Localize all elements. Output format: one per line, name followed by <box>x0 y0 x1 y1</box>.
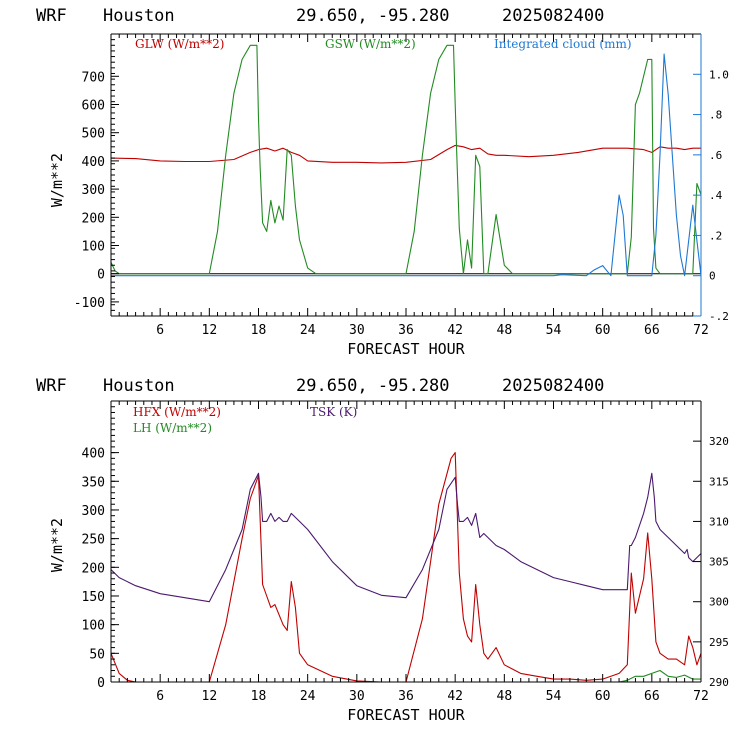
x-tick-label: 30 <box>349 689 365 704</box>
y2-tick-label: 320 <box>709 435 729 448</box>
x-tick-label: 72 <box>693 689 709 704</box>
series-line-integrated <box>111 53 702 277</box>
y-tick-label: 200 <box>82 211 105 226</box>
x-tick-label: 6 <box>156 689 164 704</box>
y-tick-label: -100 <box>74 296 105 311</box>
chart-panel-1: WRF Houston 29.650, -95.280 2025082400 6 12 18… <box>36 6 729 358</box>
y-tick-label: 600 <box>82 99 105 114</box>
x-tick-label: 36 <box>398 689 414 704</box>
y-tick-label: 700 <box>82 70 105 85</box>
x-tick-label: 6 <box>156 323 164 338</box>
x-tick-label: 66 <box>644 689 660 704</box>
x-tick-label: 24 <box>300 689 316 704</box>
y-tick-label: 0 <box>97 268 105 283</box>
header-run: 2025082400 <box>502 376 604 396</box>
y-tick-label: 350 <box>82 475 105 490</box>
x-tick-label: 60 <box>595 689 611 704</box>
x-tick-label: 48 <box>497 323 513 338</box>
y-tick-label: 400 <box>82 447 105 462</box>
y2-tick-label: 0 <box>709 270 716 283</box>
series-line-lh <box>111 669 701 683</box>
y2-tick-label: .6 <box>709 149 722 162</box>
y-tick-label: 400 <box>82 155 105 170</box>
x-tick-label: 72 <box>693 323 709 338</box>
y-tick-label: 0 <box>97 676 105 691</box>
x-tick-label: 60 <box>595 323 611 338</box>
x-tick-label: 24 <box>300 323 316 338</box>
y2-tick-label: 305 <box>709 556 729 569</box>
y2-tick-label: 290 <box>709 676 729 689</box>
x-axis-label: FORECAST HOUR <box>347 340 465 358</box>
y-axis-label: W/m**2 <box>48 153 66 207</box>
y-tick-label: 200 <box>82 561 105 576</box>
x-tick-label: 42 <box>447 323 463 338</box>
legend-entry: Integrated cloud (mm) <box>494 37 632 51</box>
legend-entry: GSW (W/m**2) <box>325 37 416 51</box>
y-tick-label: 150 <box>82 590 105 605</box>
legend-entry: LH (W/m**2) <box>133 421 212 435</box>
x-axis-label: FORECAST HOUR <box>347 706 465 724</box>
series-line-gsw <box>110 44 702 275</box>
x-tick-label: 48 <box>497 689 513 704</box>
x-tick-label: 12 <box>202 689 218 704</box>
y-tick-label: 300 <box>82 504 105 519</box>
header-model: WRF <box>36 376 67 396</box>
y2-tick-label: 300 <box>709 596 729 609</box>
y-tick-label: 500 <box>82 127 105 142</box>
y2-tick-label: -.2 <box>709 310 729 323</box>
y-tick-label: 50 <box>89 647 105 662</box>
y-tick-label: 100 <box>82 240 105 255</box>
y-tick-label: 100 <box>82 619 105 634</box>
x-tick-label: 54 <box>546 323 562 338</box>
header-model: WRF <box>36 6 67 26</box>
header-run: 2025082400 <box>502 6 604 26</box>
x-tick-label: 18 <box>251 323 267 338</box>
x-tick-label: 36 <box>398 323 414 338</box>
x-tick-label: 12 <box>202 323 218 338</box>
legend-entry: HFX (W/m**2) <box>133 405 221 419</box>
y2-tick-label: .8 <box>709 109 722 122</box>
y2-tick-label: 310 <box>709 515 729 528</box>
header-coords: 29.650, -95.280 <box>296 6 450 26</box>
header-coords: 29.650, -95.280 <box>296 376 450 396</box>
y2-tick-label: .4 <box>709 189 723 202</box>
series-line-hfx <box>110 452 702 683</box>
legend-entry: TSK (K) <box>310 405 357 419</box>
y2-tick-label: .2 <box>709 229 722 242</box>
y2-tick-label: 295 <box>709 636 729 649</box>
x-tick-label: 42 <box>447 689 463 704</box>
legend-entry: GLW (W/m**2) <box>135 37 224 51</box>
y-tick-label: 250 <box>82 533 105 548</box>
header-location: Houston <box>103 376 175 396</box>
y-tick-label: 300 <box>82 183 105 198</box>
y2-tick-label: 1.0 <box>709 68 729 81</box>
x-tick-label: 18 <box>251 689 267 704</box>
y-axis-label: W/m**2 <box>48 518 66 572</box>
x-tick-label: 54 <box>546 689 562 704</box>
series-line-glw <box>110 144 701 164</box>
series-line-tsk <box>110 472 702 603</box>
header-location: Houston <box>103 6 175 26</box>
y2-tick-label: 315 <box>709 475 729 488</box>
chart-panel-2: WRF Houston 29.650, -95.280 2025082400 6 12 18… <box>36 376 729 724</box>
x-tick-label: 30 <box>349 323 365 338</box>
x-tick-label: 66 <box>644 323 660 338</box>
